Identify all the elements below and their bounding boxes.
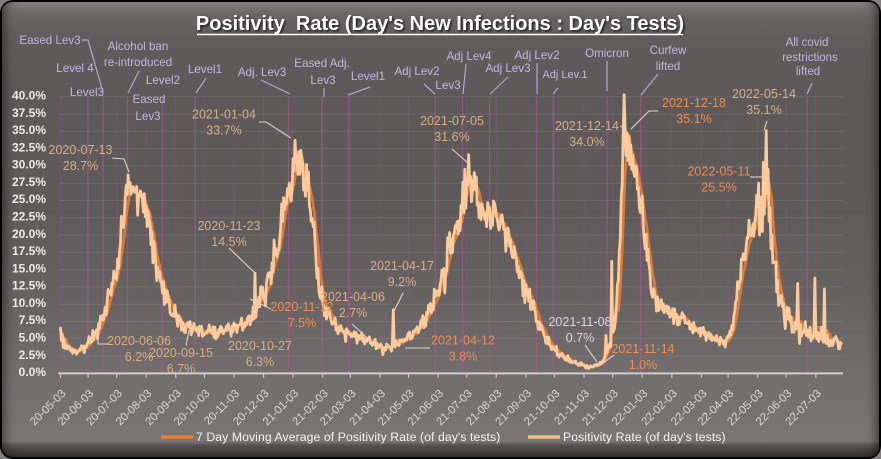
svg-text:Level 4: Level 4 [56, 62, 94, 75]
svg-text:25.5%: 25.5% [701, 181, 736, 195]
svg-text:restrictions: restrictions [782, 52, 838, 64]
svg-text:37.5%: 37.5% [12, 106, 46, 120]
svg-text:32.5%: 32.5% [12, 140, 46, 154]
svg-text:9.2%: 9.2% [388, 275, 417, 289]
svg-text:6.7%: 6.7% [167, 362, 196, 376]
svg-text:6.3%: 6.3% [246, 355, 275, 369]
svg-text:0.7%: 0.7% [566, 331, 595, 345]
svg-text:30.0%: 30.0% [12, 158, 46, 172]
svg-text:20.0%: 20.0% [12, 227, 46, 241]
svg-text:40.0%: 40.0% [12, 89, 46, 103]
svg-text:12.5%: 12.5% [12, 279, 46, 293]
svg-text:35.1%: 35.1% [676, 112, 711, 126]
svg-text:Level3: Level3 [70, 86, 104, 99]
svg-text:35.0%: 35.0% [12, 123, 46, 137]
svg-text:Omicron: Omicron [585, 47, 629, 60]
svg-text:2021-07-05: 2021-07-05 [420, 114, 484, 128]
svg-text:Curfew: Curfew [650, 44, 687, 57]
svg-text:2.5%: 2.5% [19, 348, 47, 362]
svg-text:Eased: Eased [133, 93, 166, 106]
svg-text:lifted: lifted [796, 66, 820, 78]
svg-text:Adj Lev3: Adj Lev3 [485, 62, 530, 75]
svg-text:2021-01-04: 2021-01-04 [192, 108, 256, 122]
svg-text:Adj Lev2: Adj Lev2 [394, 65, 439, 78]
svg-text:Level1: Level1 [188, 63, 222, 76]
svg-text:14.5%: 14.5% [211, 235, 246, 249]
svg-text:2021-11-14: 2021-11-14 [611, 342, 674, 356]
svg-text:2022-05-11: 2022-05-11 [687, 165, 750, 179]
svg-text:Adj Lev.1: Adj Lev.1 [542, 69, 587, 81]
svg-text:2020-09-15: 2020-09-15 [149, 346, 213, 360]
svg-text:27.5%: 27.5% [12, 175, 46, 189]
svg-text:Alcohol ban: Alcohol ban [108, 40, 169, 53]
svg-text:Lev3: Lev3 [310, 74, 335, 87]
svg-text:17.5%: 17.5% [12, 244, 46, 258]
svg-text:2.7%: 2.7% [339, 306, 368, 320]
svg-text:7 Day Moving Average of Positi: 7 Day Moving Average of Positivity Rate … [196, 430, 500, 444]
svg-text:1.0%: 1.0% [629, 358, 658, 372]
svg-text:lifted: lifted [656, 60, 681, 73]
svg-text:34.0%: 34.0% [569, 135, 604, 149]
svg-text:Eased Adj.: Eased Adj. [294, 57, 349, 70]
svg-text:2020-11-12: 2020-11-12 [270, 300, 333, 314]
svg-text:2020-10-27: 2020-10-27 [228, 339, 292, 353]
svg-text:15.0%: 15.0% [12, 261, 46, 275]
svg-text:22.5%: 22.5% [12, 210, 46, 224]
svg-text:Eased Lev3: Eased Lev3 [19, 34, 80, 47]
svg-text:2021-12-18: 2021-12-18 [662, 96, 726, 110]
svg-text:re-introduced: re-introduced [104, 56, 172, 69]
svg-text:Adj Lev2: Adj Lev2 [514, 49, 559, 62]
svg-text:Adj. Lev3: Adj. Lev3 [238, 66, 286, 79]
svg-text:2020-06-06: 2020-06-06 [107, 334, 171, 348]
svg-text:2020-11-23: 2020-11-23 [197, 219, 260, 233]
svg-text:Lev3: Lev3 [435, 79, 460, 92]
svg-text:2022-05-14: 2022-05-14 [732, 87, 796, 101]
svg-text:Positivity Rate (of day's test: Positivity Rate (of day's tests) [563, 430, 726, 444]
svg-text:Level2: Level2 [146, 74, 180, 87]
svg-text:5.0%: 5.0% [19, 331, 47, 345]
svg-text:7.5%: 7.5% [19, 313, 47, 327]
svg-text:31.6%: 31.6% [434, 130, 469, 144]
svg-text:35.1%: 35.1% [746, 103, 781, 117]
svg-text:All covid: All covid [786, 37, 829, 49]
svg-text:25.0%: 25.0% [12, 192, 46, 206]
svg-text:2021-04-06: 2021-04-06 [321, 290, 385, 304]
svg-text:3.8%: 3.8% [449, 350, 478, 364]
svg-text:28.7%: 28.7% [63, 159, 98, 173]
svg-text:Adj Lev4: Adj Lev4 [446, 50, 492, 63]
svg-text:7.5%: 7.5% [288, 316, 317, 330]
svg-text:2020-07-13: 2020-07-13 [49, 143, 113, 157]
svg-text:2021-04-12: 2021-04-12 [431, 334, 495, 348]
svg-text:2021-04-17: 2021-04-17 [370, 259, 434, 273]
svg-text:10.0%: 10.0% [12, 296, 46, 310]
svg-text:2021-11-08: 2021-11-08 [548, 315, 611, 329]
svg-text:2021-12-14: 2021-12-14 [555, 119, 619, 133]
svg-text:33.7%: 33.7% [206, 124, 241, 138]
svg-text:Level1: Level1 [351, 70, 385, 83]
svg-text:Positivity Rate (Day's New In: Positivity Rate (Day's New Infections : … [196, 13, 684, 35]
svg-text:Lev3: Lev3 [135, 110, 160, 123]
svg-text:6.2%: 6.2% [125, 350, 154, 364]
svg-text:0.0%: 0.0% [19, 365, 47, 379]
